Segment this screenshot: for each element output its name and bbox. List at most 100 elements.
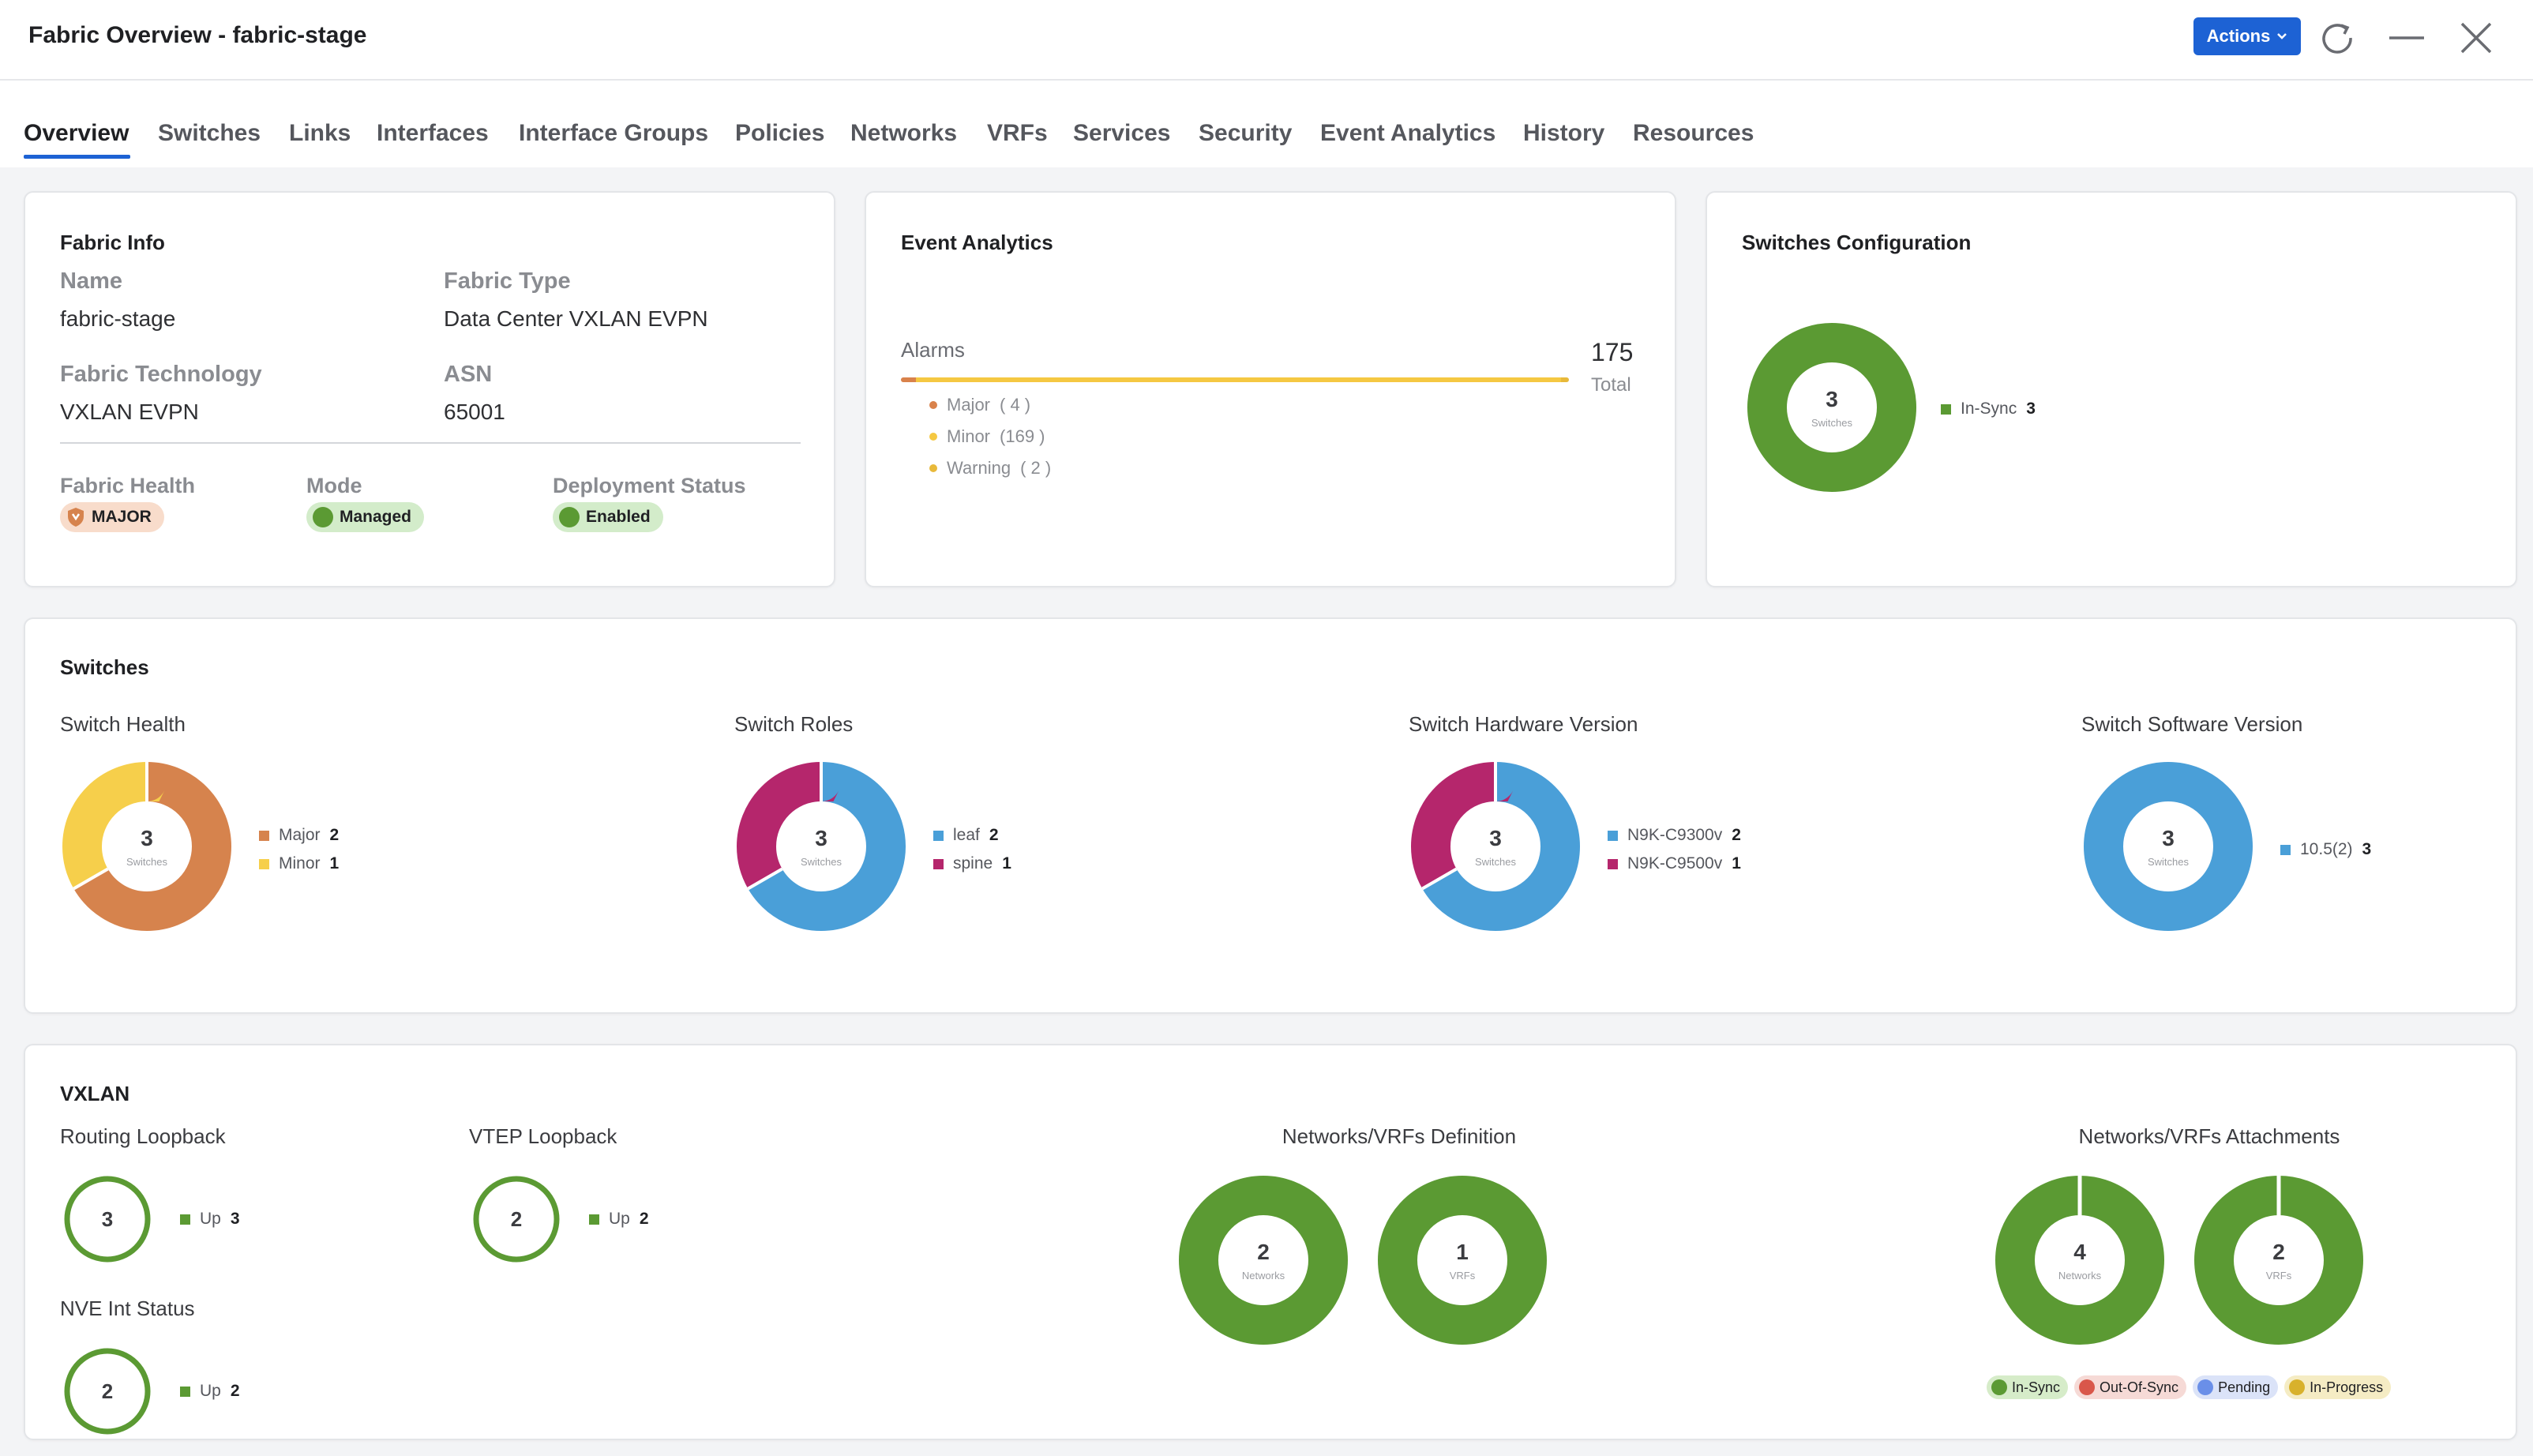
switch-health-legend: Major 2 Minor 1 xyxy=(259,821,339,878)
tab-networks[interactable]: Networks xyxy=(850,120,958,146)
definition-networks-donut[interactable] xyxy=(1178,1175,1349,1345)
legend-value: 1 xyxy=(1732,854,1741,872)
switches-configuration-title: Switches Configuration xyxy=(1742,231,1972,254)
tab-interfaces[interactable]: Interfaces xyxy=(377,120,489,146)
tab-interface-groups[interactable]: Interface Groups xyxy=(519,120,709,146)
nve-int-status-count: 2 xyxy=(101,1379,114,1403)
alarm-bar-segment-warning xyxy=(1561,377,1569,382)
legend-label: 10.5(2) xyxy=(2300,840,2353,858)
asn-label: ASN xyxy=(444,362,493,387)
legend-label: In-Progress xyxy=(2310,1379,2384,1395)
refresh-icon[interactable] xyxy=(2317,17,2359,58)
switch-software-donut[interactable] xyxy=(2083,761,2253,932)
legend-value: 1 xyxy=(329,854,340,872)
bullet-icon xyxy=(929,464,937,472)
switch-roles-legend: leaf 2 spine 1 xyxy=(933,821,1011,878)
legend-value: 3 xyxy=(230,1210,240,1228)
switches-config-count: 3 xyxy=(1826,386,1838,411)
tab-security[interactable]: Security xyxy=(1199,120,1293,146)
legend-value: 3 xyxy=(2026,400,2036,418)
switch-health-label: Switch Health xyxy=(60,712,186,736)
divider xyxy=(60,442,801,444)
legend-label: Pending xyxy=(2218,1379,2271,1395)
window-title: Fabric Overview - fabric-stage xyxy=(28,22,367,48)
legend-label: N9K-C9300v xyxy=(1627,826,1723,844)
alarm-minor-count: (169 ) xyxy=(1000,426,1045,446)
legend-in-sync[interactable]: In-Sync xyxy=(1987,1375,2069,1399)
switch-health-donut[interactable] xyxy=(62,761,232,932)
donut-separator xyxy=(747,867,783,891)
legend-pending[interactable]: Pending xyxy=(2193,1375,2279,1399)
switch-hardware-label: Switch Hardware Version xyxy=(1409,712,1638,736)
status-dot-icon xyxy=(2289,1379,2306,1395)
switches-config-center: 3 Switches xyxy=(1747,322,1917,493)
nve-int-status-ring[interactable] xyxy=(63,1347,152,1435)
switch-software-sublabel: Switches xyxy=(2147,855,2190,868)
definition-networks-count: 2 xyxy=(1257,1239,1270,1264)
legend-value: 2 xyxy=(230,1382,240,1400)
status-dot-icon xyxy=(2197,1379,2214,1395)
vxlan-title: VXLAN xyxy=(60,1082,130,1105)
fabric-technology-label: Fabric Technology xyxy=(60,362,262,387)
alarm-major-row[interactable]: Major ( 4 ) xyxy=(929,395,1030,415)
routing-loopback-ring[interactable] xyxy=(63,1175,152,1263)
switch-health-sublabel: Switches xyxy=(126,855,168,868)
legend-swatch xyxy=(180,1214,190,1225)
deployment-status-label: Deployment Status xyxy=(553,474,746,497)
definition-label: Networks/VRFs Definition xyxy=(1282,1124,1517,1148)
close-icon[interactable] xyxy=(2456,17,2497,58)
tab-vrfs[interactable]: VRFs xyxy=(987,120,1048,146)
alarm-minor-row[interactable]: Minor (169 ) xyxy=(929,426,1045,447)
alarms-label: Alarms xyxy=(901,338,965,362)
minimize-icon[interactable] xyxy=(2386,17,2427,58)
legend-out-of-sync[interactable]: Out-Of-Sync xyxy=(2074,1375,2187,1399)
definition-vrfs-donut[interactable] xyxy=(1377,1175,1548,1345)
legend-swatch xyxy=(2280,844,2291,855)
status-dot-icon xyxy=(2079,1379,2096,1395)
nve-int-status-label: NVE Int Status xyxy=(60,1297,195,1320)
switches-config-donut[interactable] xyxy=(1747,322,1917,493)
event-analytics-title: Event Analytics xyxy=(901,231,1053,254)
switch-hardware-donut[interactable] xyxy=(1410,761,1581,932)
chevron-down-icon xyxy=(2277,33,2287,39)
nve-int-status-center: 2 xyxy=(63,1347,152,1435)
legend-label: Minor xyxy=(279,854,321,872)
tab-policies[interactable]: Policies xyxy=(735,120,825,146)
status-dot-icon xyxy=(313,507,333,527)
status-dot-icon xyxy=(559,507,580,527)
mode-value: Managed xyxy=(340,508,412,526)
vtep-loopback-label: VTEP Loopback xyxy=(469,1124,617,1148)
routing-loopback-count: 3 xyxy=(101,1206,114,1231)
donut-separator xyxy=(1421,867,1458,891)
switch-roles-donut[interactable] xyxy=(736,761,906,932)
legend-label: Up xyxy=(200,1210,221,1228)
tab-services[interactable]: Services xyxy=(1073,120,1171,146)
actions-button[interactable]: Actions xyxy=(2193,17,2301,55)
tab-bar: Overview Switches Links Interfaces Inter… xyxy=(0,81,2533,167)
legend-value: 2 xyxy=(639,1210,649,1228)
switch-software-legend: 10.5(2) 3 xyxy=(2280,835,2371,864)
vxlan-card: VXLAN Routing Loopback 3 Up 3 VTEP Loopba… xyxy=(24,1044,2517,1440)
fabric-health-value: MAJOR xyxy=(92,508,152,526)
legend-swatch xyxy=(259,830,269,841)
switches-config-legend: In-Sync 3 xyxy=(1941,395,2036,423)
attachments-networks-donut[interactable] xyxy=(1995,1175,2165,1345)
tab-switches[interactable]: Switches xyxy=(158,120,261,146)
tab-links[interactable]: Links xyxy=(289,120,351,146)
attachments-vrfs-center: 2 VRFs xyxy=(2193,1175,2364,1345)
tab-overview[interactable]: Overview xyxy=(24,120,129,146)
attachments-vrfs-donut[interactable] xyxy=(2193,1175,2364,1345)
tab-event-analytics[interactable]: Event Analytics xyxy=(1320,120,1496,146)
vtep-loopback-ring[interactable] xyxy=(472,1175,561,1263)
legend-swatch xyxy=(1941,403,1951,415)
donut-segment-10-5-2-[interactable] xyxy=(2084,762,2253,931)
tab-history[interactable]: History xyxy=(1523,120,1605,146)
alarm-warning-row[interactable]: Warning ( 2 ) xyxy=(929,458,1051,478)
switch-hardware-legend: N9K-C9300v 2 N9K-C9500v 1 xyxy=(1608,821,1741,878)
legend-in-progress[interactable]: In-Progress xyxy=(2284,1375,2392,1399)
alarm-bar-segment-minor xyxy=(916,377,1562,382)
name-value: fabric-stage xyxy=(60,306,176,331)
fabric-info-title: Fabric Info xyxy=(60,231,165,254)
active-tab-indicator xyxy=(24,155,130,159)
tab-resources[interactable]: Resources xyxy=(1633,120,1754,146)
